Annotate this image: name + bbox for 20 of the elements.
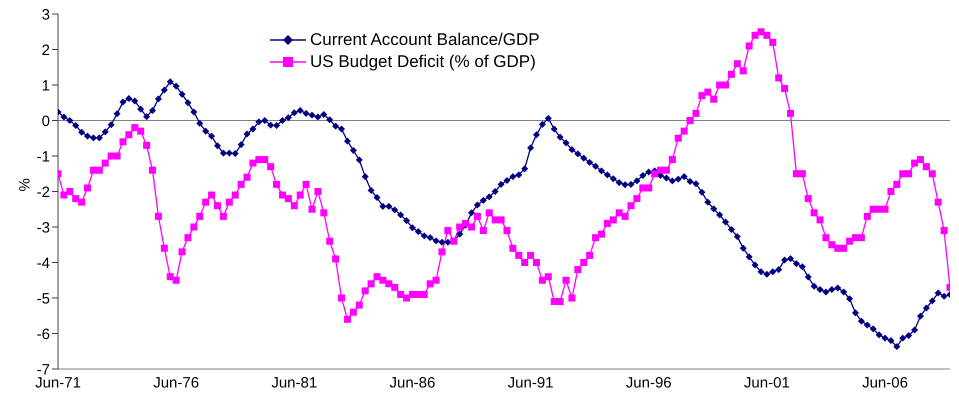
legend-label: Current Account Balance/GDP [310, 30, 540, 50]
y-axis-title: % [16, 178, 34, 192]
x-tick-label: Jun-81 [271, 374, 318, 392]
y-tick-label: 1 [42, 77, 50, 94]
x-tick-label: Jun-91 [508, 374, 554, 392]
y-tick-label: -3 [36, 219, 50, 236]
legend-label: US Budget Deficit (% of GDP) [310, 52, 536, 72]
x-tick-label: Jun-06 [862, 374, 908, 392]
y-tick-label: -4 [36, 254, 50, 272]
y-tick-label: 0 [42, 112, 50, 130]
y-tick-label: -2 [36, 184, 50, 201]
x-tick-label: Jun-86 [390, 374, 436, 392]
x-tick-label: Jun-76 [153, 374, 200, 392]
y-tick-label: -1 [36, 148, 50, 166]
y-tick-label: -5 [36, 290, 50, 308]
x-tick-label: Jun-96 [626, 374, 672, 392]
y-tick-label: 2 [42, 42, 50, 59]
x-tick-label: Jun-01 [744, 374, 790, 392]
y-tick-label: -6 [36, 326, 50, 343]
y-tick-label: 3 [42, 6, 50, 24]
